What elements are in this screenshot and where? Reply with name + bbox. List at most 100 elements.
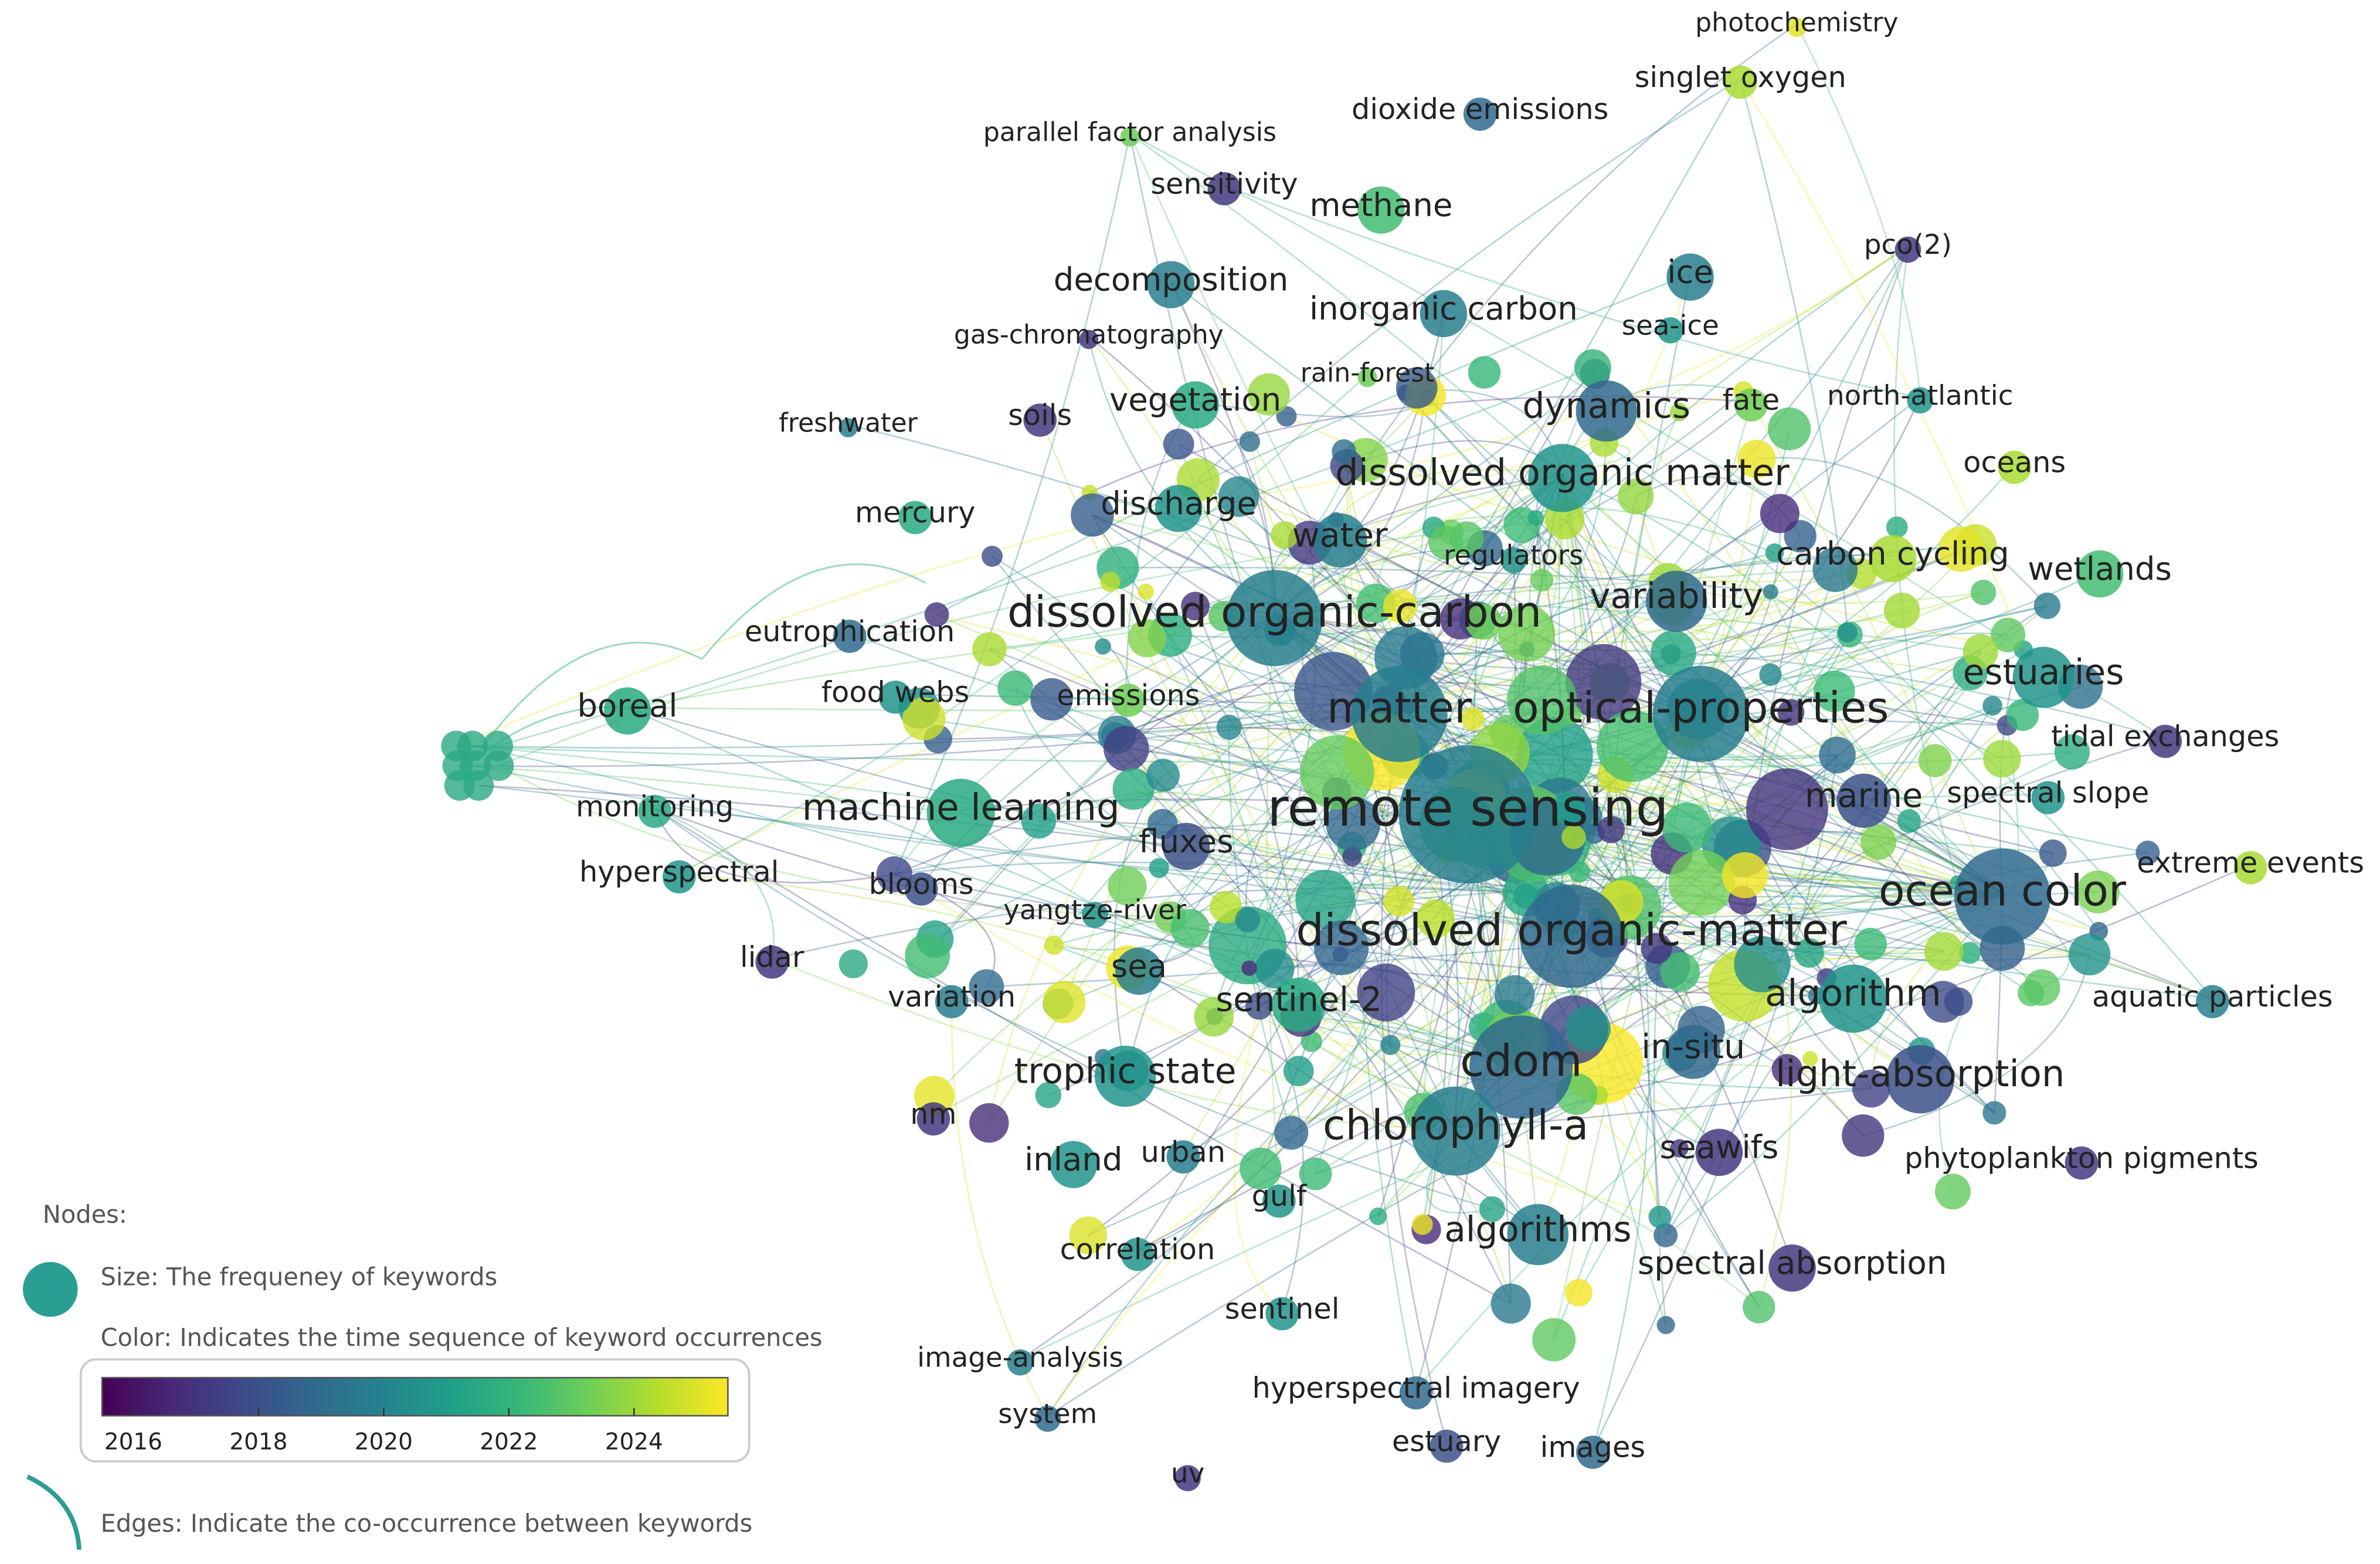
node-unlabeled bbox=[1513, 883, 1539, 909]
node-unlabeled bbox=[1963, 634, 1998, 669]
node-unlabeled bbox=[1412, 1213, 1433, 1235]
edge bbox=[1603, 441, 2213, 999]
edge bbox=[1047, 1094, 1599, 1417]
keyword-node bbox=[1351, 665, 1448, 762]
node-unlabeled bbox=[1568, 861, 1591, 883]
keyword-label: monitoring bbox=[576, 789, 734, 823]
edge bbox=[457, 710, 1400, 767]
edge bbox=[1570, 429, 1790, 934]
node-unlabeled bbox=[1648, 1205, 1672, 1229]
node-unlabeled bbox=[1852, 1069, 1890, 1108]
node-unlabeled bbox=[1299, 1157, 1332, 1191]
edge bbox=[1700, 570, 2100, 712]
keyword-label: regulators bbox=[1444, 540, 1583, 572]
edge bbox=[992, 555, 1130, 698]
edge bbox=[1592, 774, 1650, 1450]
keyword-label: dissolved organic-carbon bbox=[1007, 588, 1542, 637]
keyword-node bbox=[1034, 1405, 1061, 1432]
keyword-node bbox=[1007, 1349, 1034, 1376]
node-unlabeled bbox=[1044, 935, 1064, 956]
keyword-label: oceans bbox=[1963, 446, 2066, 480]
keyword-label: gas-chromatography bbox=[954, 320, 1224, 350]
keyword-node bbox=[1954, 848, 2050, 945]
edge bbox=[1054, 944, 1872, 1090]
edge bbox=[701, 563, 926, 660]
keyword-node bbox=[1734, 388, 1768, 422]
keyword-label: pco(2) bbox=[1864, 229, 1952, 261]
keyword-node bbox=[603, 687, 651, 735]
keyword-label: fluxes bbox=[1139, 822, 1233, 860]
edge bbox=[1137, 811, 1469, 1252]
keyword-node bbox=[1174, 1465, 1201, 1491]
color-text: Color: Indicates the time sequence of ke… bbox=[100, 1323, 822, 1352]
keyword-node bbox=[1895, 236, 1921, 263]
edge bbox=[1561, 474, 2043, 988]
edge bbox=[1115, 390, 1744, 737]
keyword-node bbox=[1050, 1141, 1098, 1188]
colorbar-box bbox=[79, 1358, 751, 1463]
keyword-label: in-situ bbox=[1641, 1028, 1745, 1066]
edge bbox=[894, 134, 1131, 875]
edge bbox=[1520, 552, 1775, 1065]
keyword-label: methane bbox=[1309, 186, 1452, 223]
edge bbox=[1756, 457, 2048, 607]
edge bbox=[1740, 79, 2025, 651]
node-unlabeled bbox=[1654, 1223, 1678, 1247]
keyword-label: mercury bbox=[855, 495, 975, 529]
edge bbox=[1063, 614, 1275, 1002]
keyword-node bbox=[1262, 1184, 1296, 1218]
node-unlabeled bbox=[1357, 963, 1415, 1022]
node-unlabeled bbox=[1035, 1082, 1062, 1109]
edge bbox=[1194, 606, 1300, 1002]
node-unlabeled bbox=[1095, 638, 1111, 655]
keyword-label: inland bbox=[1024, 1141, 1122, 1178]
edge bbox=[1238, 496, 1484, 623]
keyword-node bbox=[1507, 1203, 1569, 1266]
keyword-node bbox=[1271, 977, 1326, 1032]
node-unlabeled bbox=[838, 949, 868, 978]
node-unlabeled bbox=[1743, 1291, 1775, 1324]
colorbar-tick-label: 2024 bbox=[605, 1429, 663, 1455]
keyword-label: carbon cycling bbox=[1776, 535, 2009, 572]
node-unlabeled bbox=[1383, 589, 1417, 623]
keyword-label: eutrophication bbox=[745, 614, 955, 648]
node-unlabeled bbox=[2076, 870, 2120, 914]
node-unlabeled bbox=[1100, 572, 1121, 592]
node-unlabeled bbox=[1383, 885, 1414, 917]
keyword-label: dioxide emissions bbox=[1352, 92, 1608, 126]
legend: Nodes: Size: The frequeney of keywords C… bbox=[23, 1200, 823, 1550]
node-unlabeled bbox=[1301, 1031, 1322, 1052]
keyword-node bbox=[755, 945, 789, 979]
keyword-label: decomposition bbox=[1054, 261, 1289, 298]
node-unlabeled bbox=[1465, 603, 1502, 640]
node-unlabeled bbox=[1326, 797, 1380, 852]
node-unlabeled bbox=[1108, 866, 1147, 906]
node-unlabeled bbox=[1461, 707, 1485, 731]
node-unlabeled bbox=[1897, 809, 1921, 833]
node-unlabeled bbox=[982, 545, 1003, 567]
keyword-label: images bbox=[1540, 1430, 1645, 1464]
edge bbox=[772, 958, 1456, 1129]
node-unlabeled bbox=[1618, 478, 1654, 515]
node-unlabeled bbox=[1043, 981, 1086, 1024]
node-unlabeled bbox=[1247, 373, 1290, 416]
keyword-node bbox=[2065, 1146, 2099, 1180]
edge bbox=[1092, 514, 1746, 876]
edge bbox=[926, 614, 1275, 957]
keyword-node bbox=[1023, 403, 1057, 437]
keyword-label: matter bbox=[1327, 684, 1472, 733]
node-unlabeled bbox=[969, 969, 1004, 1005]
keyword-label: dynamics bbox=[1523, 386, 1690, 427]
node-unlabeled bbox=[1934, 1174, 1971, 1210]
edge bbox=[936, 273, 1691, 616]
edge bbox=[1665, 651, 1981, 1236]
node-unlabeled bbox=[1760, 494, 1800, 533]
node-unlabeled bbox=[1759, 663, 1782, 686]
node-unlabeled bbox=[1924, 931, 1964, 971]
node-unlabeled bbox=[1479, 1196, 1505, 1222]
keyword-node bbox=[1886, 1045, 1954, 1114]
edge bbox=[1455, 1127, 1760, 1308]
keyword-label: food webs bbox=[821, 675, 969, 709]
keyword-label: uv bbox=[1171, 1458, 1204, 1490]
keyword-node bbox=[1652, 665, 1749, 762]
